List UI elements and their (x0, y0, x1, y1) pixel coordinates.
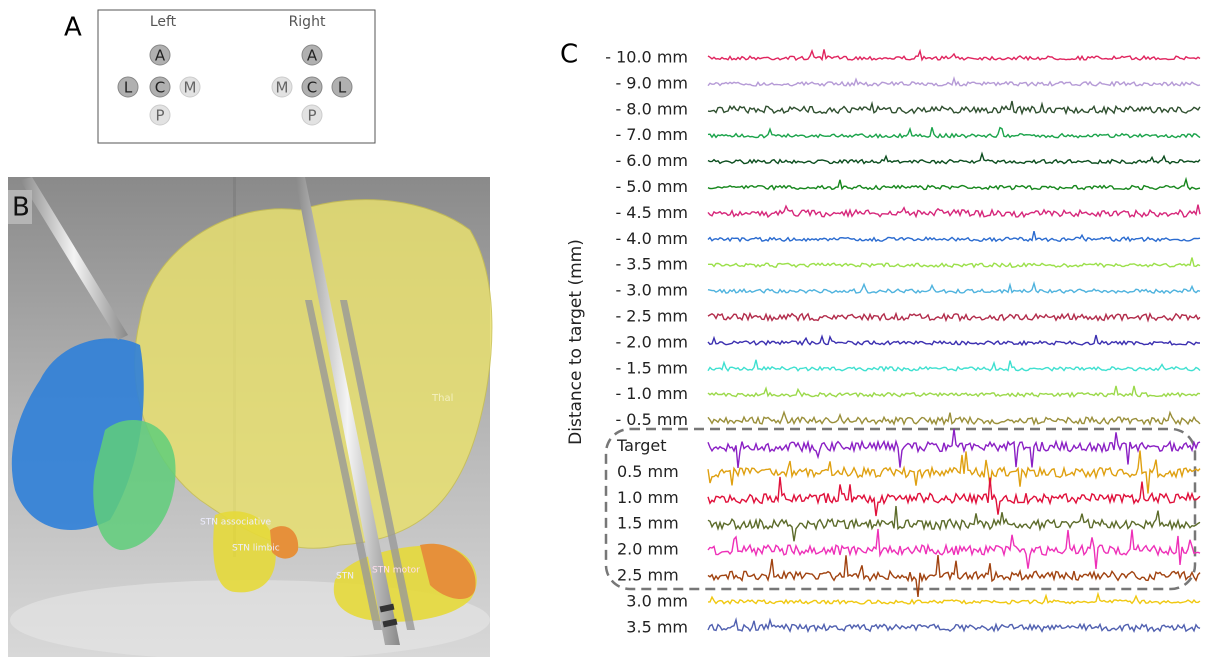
trace-label: - 2.0 mm (615, 332, 688, 351)
contact-label: P (307, 107, 316, 125)
trace (708, 386, 1200, 397)
trace-label: - 2.5 mm (615, 307, 688, 326)
trace-label: - 9.0 mm (615, 73, 688, 92)
trace (708, 429, 1200, 468)
trace-label: - 7.0 mm (615, 125, 688, 144)
trace-label: - 1.5 mm (615, 358, 688, 377)
trace (708, 179, 1200, 189)
trace-label: - 3.0 mm (615, 281, 688, 300)
trace-label: 2.0 mm (617, 540, 679, 559)
trace-label: 0.5 mm (617, 462, 679, 481)
trace (708, 555, 1200, 597)
trace-label: - 3.5 mm (615, 255, 688, 274)
trace (708, 205, 1200, 217)
trace-label: 1.0 mm (617, 488, 679, 507)
trace (708, 506, 1200, 541)
trace-label: - 0.5 mm (615, 410, 688, 429)
render-3d: Thal STN associative STN limbic STN STN … (8, 177, 492, 657)
traces: - 10.0 mm - 9.0 mm - 8.0 mm - 7.0 mm - 6.0 m… (605, 48, 1200, 637)
trace-label: 2.5 mm (617, 566, 679, 585)
y-axis-label: Distance to target (mm) (566, 239, 586, 445)
trace-label: - 1.0 mm (615, 384, 688, 403)
trace (708, 78, 1200, 86)
annotation: STN motor (372, 566, 420, 576)
trace (708, 49, 1200, 60)
trace (708, 529, 1200, 569)
trace (708, 594, 1200, 604)
trace (708, 335, 1200, 345)
contact-label: A (307, 47, 318, 65)
trace (708, 314, 1200, 321)
contact-label: L (338, 79, 347, 97)
panel-label: A (64, 13, 82, 43)
trace (708, 620, 1200, 632)
trace (708, 412, 1200, 424)
trace (708, 451, 1200, 494)
trace (708, 360, 1200, 371)
annotation: STN associative (200, 518, 272, 528)
trace-label: - 10.0 mm (605, 48, 688, 67)
trace (708, 127, 1200, 137)
contact-label: C (155, 79, 165, 97)
annotation: STN limbic (232, 544, 280, 554)
contact-label: P (155, 107, 164, 125)
trace-label: - 6.0 mm (615, 151, 688, 170)
trace (708, 231, 1200, 241)
trace (708, 477, 1200, 516)
page: A Left Right ALCMPAMCLP Thal STN associa… (0, 0, 1205, 657)
trace-label: - 4.0 mm (615, 229, 688, 248)
trace-label: - 5.0 mm (615, 177, 688, 196)
side-title: Right (289, 14, 326, 30)
contact-label: L (124, 79, 133, 97)
trace-label: 3.5 mm (626, 617, 688, 636)
panel-label: C (560, 40, 578, 70)
figure: A Left Right ALCMPAMCLP Thal STN associa… (0, 0, 1205, 657)
trace-label: 3.0 mm (626, 591, 688, 610)
trace (708, 258, 1200, 268)
trace (708, 101, 1200, 113)
panel-a-box (98, 10, 375, 143)
panel-label: B (12, 193, 30, 223)
contact-label: M (184, 79, 197, 97)
contact-label: A (155, 47, 166, 65)
annotation: Thal (431, 393, 453, 404)
contact-label: M (276, 79, 289, 97)
annotation: STN (336, 572, 354, 582)
trace-label: - 4.5 mm (615, 203, 688, 222)
contact-label: C (307, 79, 317, 97)
trace (708, 283, 1200, 293)
trace-label: - 8.0 mm (615, 99, 688, 118)
target-box (606, 429, 1195, 589)
side-title: Left (150, 14, 177, 30)
trace-label: 1.5 mm (617, 514, 679, 533)
trace (708, 154, 1200, 164)
trace-label: Target (616, 436, 667, 455)
